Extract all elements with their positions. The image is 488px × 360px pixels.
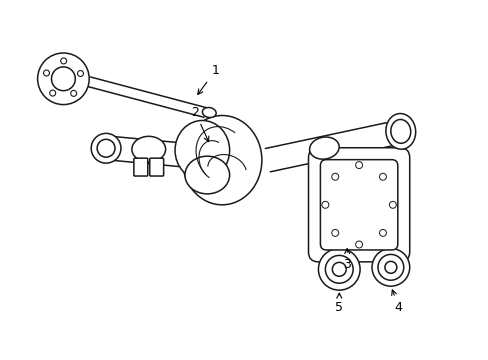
- Ellipse shape: [175, 121, 229, 180]
- Text: 1: 1: [197, 64, 219, 94]
- Ellipse shape: [331, 229, 338, 237]
- Ellipse shape: [325, 255, 352, 283]
- Ellipse shape: [331, 173, 338, 180]
- Ellipse shape: [182, 116, 262, 205]
- Ellipse shape: [385, 113, 415, 149]
- Ellipse shape: [355, 162, 362, 168]
- Ellipse shape: [97, 139, 115, 157]
- Ellipse shape: [38, 53, 89, 105]
- Ellipse shape: [332, 262, 346, 276]
- Ellipse shape: [43, 70, 49, 76]
- FancyBboxPatch shape: [134, 158, 147, 176]
- Text: 4: 4: [391, 290, 402, 314]
- Ellipse shape: [91, 133, 121, 163]
- Ellipse shape: [132, 136, 165, 162]
- Ellipse shape: [184, 156, 229, 194]
- Ellipse shape: [371, 248, 409, 286]
- Ellipse shape: [388, 201, 395, 208]
- Ellipse shape: [51, 67, 75, 91]
- Ellipse shape: [321, 201, 328, 208]
- Ellipse shape: [379, 229, 386, 237]
- Ellipse shape: [318, 248, 359, 290]
- Ellipse shape: [50, 90, 56, 96]
- FancyBboxPatch shape: [320, 159, 397, 250]
- Ellipse shape: [71, 90, 77, 96]
- Ellipse shape: [384, 261, 396, 273]
- Text: 3: 3: [343, 248, 350, 271]
- Ellipse shape: [390, 120, 410, 143]
- Ellipse shape: [379, 173, 386, 180]
- Text: 2: 2: [191, 106, 208, 141]
- Ellipse shape: [77, 71, 83, 76]
- FancyBboxPatch shape: [149, 158, 163, 176]
- Ellipse shape: [355, 241, 362, 248]
- Ellipse shape: [377, 255, 403, 280]
- Ellipse shape: [61, 58, 66, 64]
- Ellipse shape: [202, 108, 216, 118]
- FancyBboxPatch shape: [308, 148, 409, 262]
- Ellipse shape: [309, 137, 339, 159]
- Text: 5: 5: [335, 293, 343, 314]
